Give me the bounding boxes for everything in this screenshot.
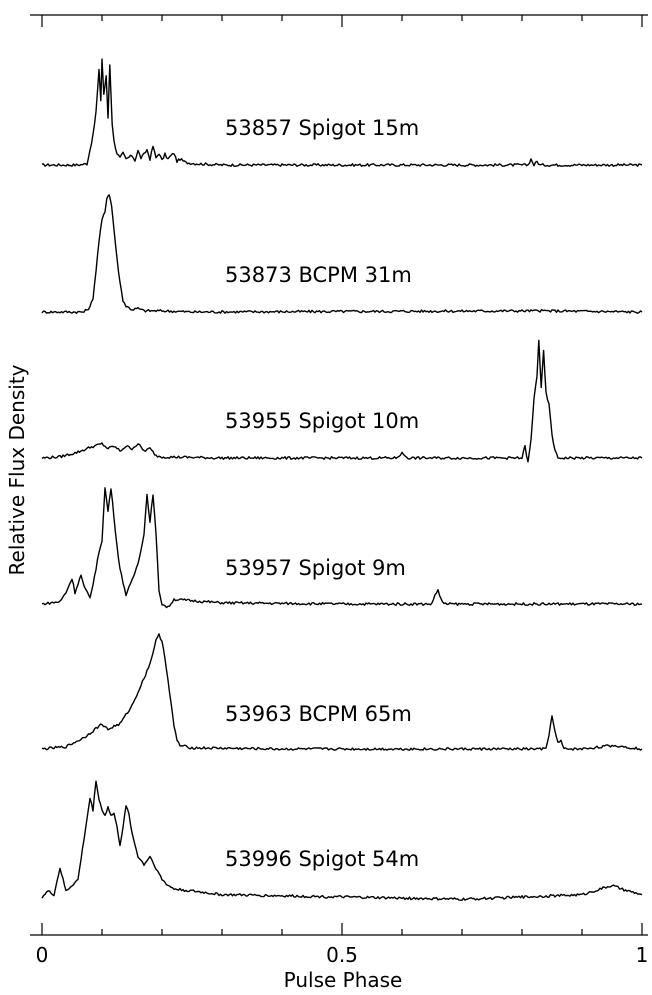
x-tick-label: 1 bbox=[636, 943, 649, 967]
profile-line-2 bbox=[41, 194, 643, 314]
profile-line-1 bbox=[41, 58, 643, 167]
profile-label-2: 53873 BCPM 31m bbox=[225, 263, 412, 287]
profile-line-3 bbox=[41, 339, 643, 463]
profile-label-6: 53996 Spigot 54m bbox=[225, 847, 419, 871]
profile-label-4: 53957 Spigot 9m bbox=[225, 556, 406, 580]
x-tick-label: 0.5 bbox=[326, 943, 358, 967]
profile-labels: 53857 Spigot 15m 53873 BCPM 31m 53955 Spig… bbox=[225, 116, 419, 871]
x-tick-label: 0 bbox=[36, 943, 49, 967]
profile-line-4 bbox=[41, 487, 643, 609]
profile-line-6 bbox=[41, 780, 643, 901]
profiles bbox=[41, 58, 643, 901]
profile-label-1: 53857 Spigot 15m bbox=[225, 116, 419, 140]
profile-label-3: 53955 Spigot 10m bbox=[225, 409, 419, 433]
profile-line-5 bbox=[41, 633, 643, 751]
y-axis-label: Relative Flux Density bbox=[5, 364, 29, 575]
x-axis-label: Pulse Phase bbox=[284, 968, 403, 992]
profile-label-5: 53963 BCPM 65m bbox=[225, 702, 412, 726]
axes: 0 0.5 1 bbox=[30, 14, 649, 967]
